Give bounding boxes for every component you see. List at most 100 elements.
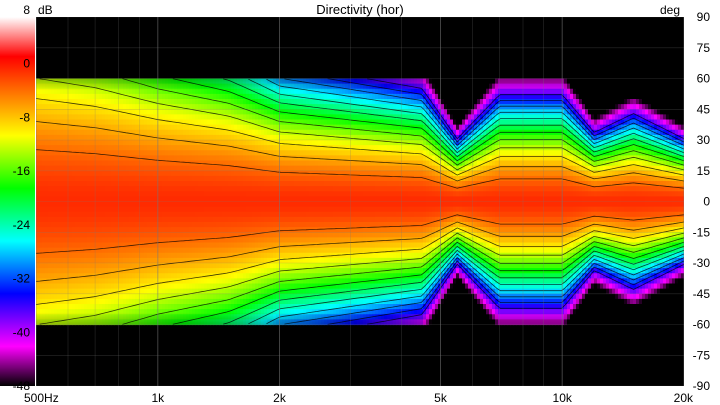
heatmap-cell [153,232,157,238]
heatmap-cell [339,119,343,126]
heatmap-cell [222,237,226,244]
heatmap-cell [243,252,247,259]
heatmap-cell [153,237,157,244]
heatmap-cell [303,93,307,100]
heatmap-cell [54,201,58,208]
heatmap-cell [255,268,259,274]
heatmap-cell [159,304,163,310]
heatmap-cell [330,114,334,121]
heatmap-cell [180,298,184,305]
heatmap-cell [36,93,40,100]
heatmap-cell [114,288,118,295]
heatmap-cell [279,288,283,295]
heatmap-cell [141,257,145,264]
heatmap-cell [276,242,280,249]
heatmap-cell [219,140,223,146]
heatmap-cell [162,170,166,177]
heatmap-cell [114,134,118,141]
heatmap-cell [93,155,97,162]
heatmap-cell [144,201,148,208]
heatmap-cell [72,298,76,305]
heatmap-cell [141,288,145,295]
heatmap-cell [222,145,226,151]
heatmap-cell [102,124,106,131]
heatmap-cell [120,206,124,213]
heatmap-cell [42,109,46,115]
heatmap-cell [111,155,115,162]
heatmap-cell [234,227,238,233]
heatmap-cell [234,237,238,244]
heatmap-cell [138,191,142,197]
heatmap-cell [231,257,235,264]
heatmap-cell [219,191,223,197]
heatmap-cell [339,196,343,203]
heatmap-cell [249,181,253,187]
heatmap-cell [120,114,124,121]
heatmap-cell [282,257,286,264]
heatmap-cell [63,145,67,151]
heatmap-cell [222,278,226,285]
heatmap-cell [66,99,70,105]
heatmap-cell [309,181,313,187]
heatmap-cell [339,304,343,310]
heatmap-cell [228,242,232,249]
heatmap-cell [171,237,175,244]
heatmap-cell [63,252,67,259]
heatmap-cell [144,232,148,238]
heatmap-cell [225,170,229,177]
heatmap-cell [102,88,106,95]
heatmap-cell [51,309,55,315]
heatmap-cell [303,114,307,121]
heatmap-cell [306,298,310,305]
heatmap-cell [87,186,91,192]
heatmap-cell [63,88,67,95]
heatmap-cell [45,124,49,131]
heatmap-cell [261,252,265,259]
heatmap-cell [123,232,127,238]
heatmap-cell [315,114,319,121]
heatmap-cell [255,114,259,121]
heatmap-cell [177,155,181,162]
heatmap-cell [153,186,157,192]
heatmap-cell [168,242,172,249]
heatmap-cell [303,181,307,187]
heatmap-cell [78,252,82,259]
heatmap-cell [57,237,61,244]
heatmap-cell [291,114,295,121]
heatmap-cell [228,298,232,305]
heatmap-cell [39,114,43,121]
heatmap-cell [333,88,337,95]
heatmap-cell [219,216,223,223]
heatmap-cell [111,293,115,300]
heatmap-cell [198,119,202,126]
heatmap-cell [246,273,250,279]
heatmap-cell [141,227,145,233]
heatmap-cell [312,237,316,244]
heatmap-cell [267,222,271,228]
heatmap-cell [183,150,187,156]
heatmap-cell [327,309,331,315]
heatmap-cell [159,293,163,300]
heatmap-cell [240,278,244,285]
heatmap-cell [108,119,112,126]
heatmap-cell [195,211,199,218]
heatmap-cell [240,288,244,295]
heatmap-cell [267,252,271,259]
heatmap-cell [69,124,73,131]
heatmap-cell [93,201,97,208]
heatmap-cell [321,293,325,300]
heatmap-cell [321,216,325,223]
heatmap-cell [285,252,289,259]
heatmap-cell [186,278,190,285]
heatmap-cell [138,186,142,192]
heatmap-cell [60,211,64,218]
heatmap-cell [306,288,310,295]
heatmap-cell [297,288,301,295]
heatmap-cell [126,227,130,233]
heatmap-cell [165,263,169,269]
heatmap-cell [273,109,277,115]
heatmap-cell [105,293,109,300]
heatmap-cell [345,196,349,203]
heatmap-cell [282,160,286,167]
heatmap-cell [207,88,211,95]
